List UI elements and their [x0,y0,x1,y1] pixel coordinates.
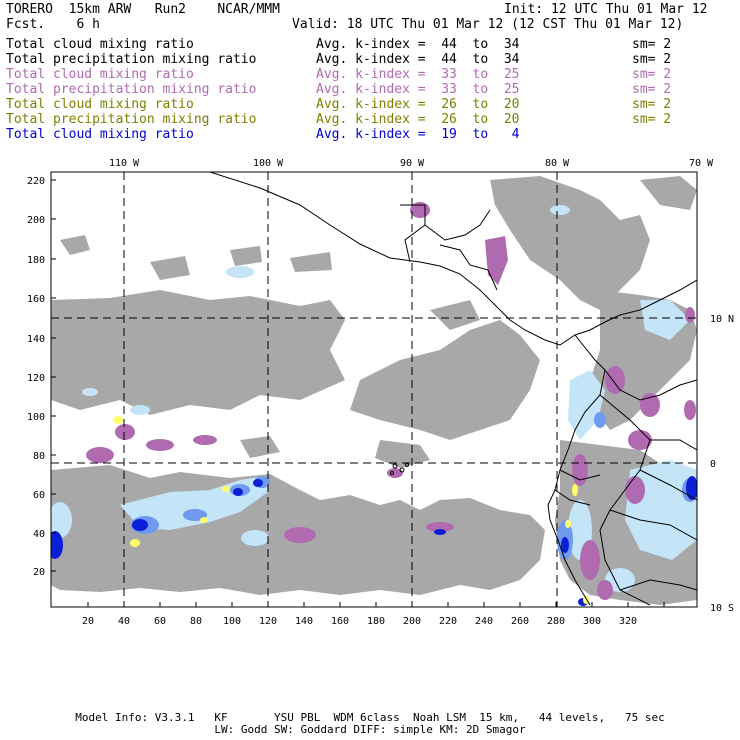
x-tick-label: 280 [547,616,565,627]
legend-kindex: Avg. k-index = 33 to 25 [316,67,520,82]
coastlines [209,172,697,606]
legend-smoothing: sm= 2 [632,67,672,82]
latlon-grid [51,172,697,607]
map-frame [50,171,698,608]
legend-field: Total cloud mixing ratio [6,37,194,52]
legend-kindex: Avg. k-index = 26 to 20 [316,97,520,112]
legend-kindex: Avg. k-index = 19 to 4 [316,127,520,142]
legend-field: Total precipitation mixing ratio [6,52,257,67]
legend-row: Total cloud mixing ratio Avg. k-index = … [6,127,520,142]
x-tick-label: 140 [295,616,313,627]
legend-smoothing: sm= 2 [632,37,672,52]
x-tick-label: 100 [223,616,241,627]
x-tick-label: 80 [190,616,202,627]
cloud-field-dark-blue [51,476,697,606]
model-info-line2: LW: Godd SW: Goddard DIFF: simple KM: 2D… [214,723,526,736]
legend-field: Total precipitation mixing ratio [6,82,257,97]
cloud-field-light-blue [51,205,697,592]
y-tick-label: 80 [33,451,45,462]
lon-label: 80 W [545,158,570,169]
x-tick-label: 160 [331,616,349,627]
forecast-hour: Fcst. 6 h [6,17,100,32]
y-tick-label: 180 [27,255,45,266]
lon-label: 110 W [109,158,140,169]
x-tick-label: 40 [118,616,130,627]
y-tick-label: 20 [33,567,45,578]
legend-field: Total cloud mixing ratio [6,97,194,112]
y-tick-label: 100 [27,412,45,423]
legend-kindex: Avg. k-index = 33 to 25 [316,82,520,97]
y-tick-label: 120 [27,373,45,384]
lon-label: 100 W [253,158,284,169]
y-tick-label: 40 [33,529,45,540]
legend-smoothing: sm= 2 [632,97,672,112]
legend-row: Total precipitation mixing ratio Avg. k-… [6,52,671,67]
legend-field: Total precipitation mixing ratio [6,112,257,127]
legend-row: Total cloud mixing ratio Avg. k-index = … [6,37,671,52]
legend-row: Total precipitation mixing ratio Avg. k-… [6,112,671,127]
legend-kindex: Avg. k-index = 44 to 34 [316,37,520,52]
legend-field: Total cloud mixing ratio [6,67,194,82]
x-tick-label: 240 [475,616,493,627]
cloud-field-yellow [113,416,589,604]
lon-label: 70 W [689,158,714,169]
lat-label: 10 N [710,314,734,325]
legend-row: Total cloud mixing ratio Avg. k-index = … [6,97,671,112]
legend-smoothing: sm= 2 [632,112,672,127]
cloud-field-purple [86,202,696,600]
y-tick-label: 200 [27,215,45,226]
legend-smoothing: sm= 2 [632,52,672,67]
valid-time: Valid: 18 UTC Thu 01 Mar 12 (12 CST Thu … [292,17,684,32]
lat-label: 10 S [710,603,734,614]
legend-kindex: Avg. k-index = 26 to 20 [316,112,520,127]
x-tick-label: 300 [583,616,601,627]
legend-kindex: Avg. k-index = 44 to 34 [316,52,520,67]
y-tick-label: 60 [33,490,45,501]
y-tick-label: 220 [27,176,45,187]
x-tick-label: 320 [619,616,637,627]
legend-row: Total precipitation mixing ratio Avg. k-… [6,82,671,97]
model-info-line1: Model Info: V3.3.1 KF YSU PBL WDM 6class… [75,711,665,724]
legend-field: Total cloud mixing ratio [6,127,194,142]
legend-row: Total cloud mixing ratio Avg. k-index = … [6,67,671,82]
x-tick-label: 260 [511,616,529,627]
lat-label: 0 [710,459,716,470]
lon-label: 90 W [400,158,425,169]
model-title: TORERO 15km ARW Run2 NCAR/MMM [6,2,280,17]
x-tick-labels: 20 40 60 80 100 120 140 160 180 200 220 … [82,616,637,627]
y-tick-label: 140 [27,334,45,345]
x-tick-label: 200 [403,616,421,627]
axis-ticks [51,179,665,607]
x-tick-label: 180 [367,616,385,627]
init-time: Init: 12 UTC Thu 01 Mar 12 [504,2,708,17]
y-tick-labels: 220 200 180 160 140 120 100 80 60 40 20 [27,176,45,578]
x-tick-label: 120 [259,616,277,627]
x-tick-label: 60 [154,616,166,627]
x-tick-label: 220 [439,616,457,627]
y-tick-label: 160 [27,294,45,305]
x-tick-label: 20 [82,616,94,627]
legend-smoothing: sm= 2 [632,82,672,97]
